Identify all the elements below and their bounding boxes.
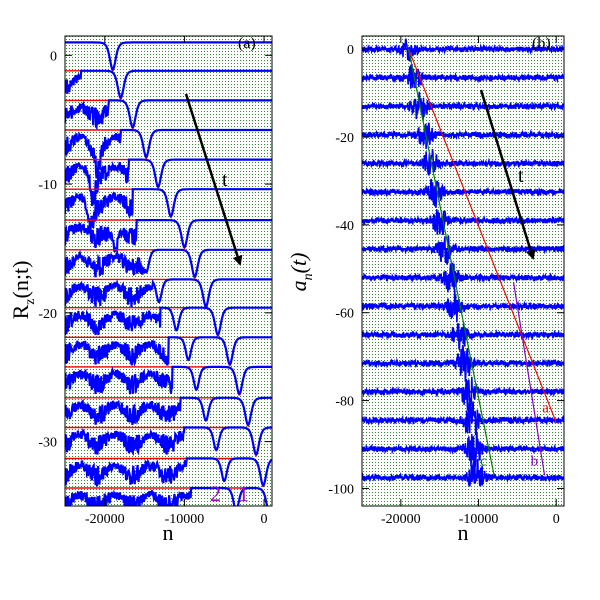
panel-b-traces — [362, 38, 564, 488]
guide-line-c — [408, 49, 495, 476]
panel-b-time-arrow — [479, 89, 536, 260]
blue-trace — [65, 99, 272, 131]
panel-a-ytick-label: -30 — [38, 436, 57, 451]
svg-text:Rz(n;t): Rz(n;t) — [8, 261, 38, 320]
panel-a-ytick-label: -10 — [38, 178, 57, 193]
panel-a-label: (a) — [238, 35, 256, 52]
panel-a-ytick-label: -20 — [38, 307, 57, 322]
panel-b-xtick-label: 0 — [553, 512, 560, 527]
blue-trace — [65, 336, 272, 368]
panel-b-xtick-label: -10000 — [459, 512, 499, 527]
red-trace — [65, 487, 268, 506]
panel-a-traces — [65, 41, 272, 506]
panel-a: -20000 -10000 00-10-20-30 (a) n Rz(n;t) t … — [8, 35, 273, 545]
guide-label-b: b — [531, 453, 539, 469]
blue-trace — [65, 396, 272, 426]
blue-trace — [65, 158, 272, 207]
panel-b-xtick-label: -20000 — [381, 512, 421, 527]
blue-trace — [65, 486, 269, 506]
blue-trace — [65, 188, 272, 233]
panel-a-ylabel: Rz(n;t) — [8, 261, 38, 320]
panel-b-background — [362, 36, 564, 506]
panel-b-arrow-label: t — [518, 165, 524, 187]
panel-a-time-arrow — [184, 93, 243, 266]
panel-b-ytick-label: 0 — [347, 43, 354, 58]
panel-b-axes: -20000 -10000 0 0 -20 -40 -60 -80 -100 a c b — [328, 36, 564, 527]
wave-label-1: 1 — [238, 481, 249, 506]
wave-label-2: 2 — [210, 481, 221, 506]
guide-line-a — [408, 48, 557, 423]
blue-trace — [65, 219, 272, 253]
panel-b-ytick-label: -20 — [335, 131, 354, 146]
panel-b-ytick-label: -80 — [335, 395, 354, 410]
blue-trace — [65, 278, 272, 308]
svg-text:an(t): an(t) — [286, 253, 316, 292]
panel-a-arrow-label: t — [222, 169, 228, 191]
panel-b-frame — [361, 35, 565, 507]
blue-trace — [65, 69, 272, 99]
panel-a-xtick-label: 0 — [261, 512, 268, 527]
panel-b-label: (b) — [532, 35, 551, 52]
blue-trace — [65, 248, 272, 278]
panel-b-ytick-label: -60 — [335, 307, 354, 322]
blue-trace — [65, 457, 272, 487]
panel-a-axes: -20000 -10000 0 0 -10 -20 -30 — [38, 36, 272, 527]
blue-trace — [65, 41, 272, 71]
panel-b-xlabel: n — [458, 520, 469, 545]
panel-a-ytick-label: 0 — [50, 49, 57, 64]
blue-trace — [65, 365, 272, 396]
guide-line-b — [512, 281, 546, 476]
blue-trace — [65, 426, 272, 457]
panel-b-ylabel: an(t) — [286, 253, 316, 292]
panel-b-ytick-label: -100 — [328, 482, 354, 497]
guide-label-c: c — [480, 453, 487, 469]
panel-b-ytick-label: -40 — [335, 219, 354, 234]
blue-trace — [65, 128, 272, 179]
panel-a-xtick-label: -20000 — [85, 512, 125, 527]
guide-label-a: a — [542, 401, 549, 417]
panel-a-xtick-label: -10000 — [165, 512, 205, 527]
blue-trace — [65, 306, 272, 337]
panel-a-frame — [64, 35, 273, 507]
wave-trace — [362, 458, 564, 488]
panel-a-xlabel: n — [163, 520, 174, 545]
